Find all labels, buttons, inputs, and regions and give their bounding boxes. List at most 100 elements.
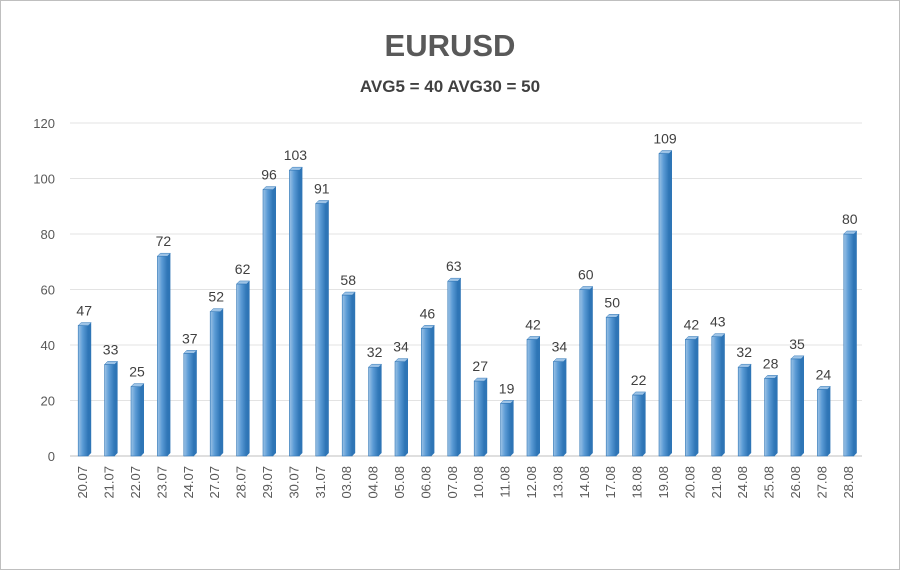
y-tick-label: 40 bbox=[41, 338, 55, 353]
x-tick-label: 12.08 bbox=[524, 466, 539, 499]
bar-side bbox=[114, 361, 118, 456]
x-tick-label: 26.08 bbox=[788, 466, 803, 499]
x-tick-label: 14.08 bbox=[577, 466, 592, 499]
chart-subtitle: AVG5 = 40 AVG30 = 50 bbox=[359, 77, 541, 96]
data-label: 46 bbox=[420, 305, 436, 321]
bar bbox=[817, 389, 828, 457]
bar-side bbox=[141, 383, 144, 456]
bar bbox=[500, 402, 511, 457]
bar bbox=[130, 386, 142, 457]
x-tick-label: 27.07 bbox=[207, 466, 222, 499]
data-label: 24 bbox=[816, 366, 832, 382]
x-tick-label: 28.07 bbox=[234, 466, 249, 499]
x-tick-label: 05.08 bbox=[392, 466, 407, 499]
data-label: 63 bbox=[446, 258, 462, 274]
bar-side bbox=[246, 280, 250, 456]
bar-side bbox=[589, 286, 593, 456]
bar bbox=[315, 203, 327, 457]
x-tick-label: 25.08 bbox=[762, 466, 777, 499]
bar-side bbox=[484, 378, 488, 456]
y-tick-label: 0 bbox=[48, 449, 55, 464]
bar-side bbox=[193, 350, 197, 456]
bar-side bbox=[669, 150, 672, 456]
bar-side bbox=[616, 314, 620, 456]
y-tick-label: 100 bbox=[33, 172, 55, 187]
bar bbox=[421, 328, 432, 457]
bar-side bbox=[167, 253, 171, 456]
bar bbox=[368, 366, 379, 457]
bar bbox=[289, 169, 300, 457]
bar-side bbox=[457, 278, 461, 456]
data-label: 34 bbox=[552, 339, 568, 355]
bar bbox=[632, 394, 643, 457]
data-label: 42 bbox=[684, 316, 700, 332]
bar bbox=[183, 353, 195, 457]
bar bbox=[553, 361, 564, 457]
x-tick-label: 19.08 bbox=[656, 466, 671, 499]
x-tick-label: 20.07 bbox=[75, 466, 90, 499]
bar-side bbox=[220, 308, 224, 456]
bar bbox=[473, 380, 485, 457]
bar bbox=[157, 255, 168, 457]
bar bbox=[341, 294, 353, 457]
bar-side bbox=[774, 375, 778, 456]
bar bbox=[658, 153, 670, 457]
data-label: 35 bbox=[789, 336, 805, 352]
x-tick-label: 30.07 bbox=[286, 466, 301, 499]
bar-side bbox=[801, 355, 804, 456]
x-tick-label: 21.08 bbox=[709, 466, 724, 499]
x-tick-label: 23.07 bbox=[154, 466, 169, 499]
x-tick-label: 06.08 bbox=[418, 466, 433, 499]
bar-side bbox=[352, 292, 356, 456]
data-label: 34 bbox=[393, 339, 409, 355]
bar-side bbox=[748, 364, 752, 456]
bar-side bbox=[721, 333, 725, 456]
bar-side bbox=[378, 364, 382, 456]
data-label: 42 bbox=[525, 316, 541, 332]
data-label: 19 bbox=[499, 380, 515, 396]
data-label: 109 bbox=[653, 131, 677, 147]
y-tick-label: 60 bbox=[41, 283, 55, 298]
data-label: 50 bbox=[604, 294, 620, 310]
bar-side bbox=[405, 358, 408, 456]
bar bbox=[236, 283, 247, 457]
data-label: 60 bbox=[578, 267, 594, 283]
x-tick-label: 17.08 bbox=[603, 466, 618, 499]
bar bbox=[790, 358, 802, 457]
bar bbox=[605, 316, 617, 457]
bar bbox=[764, 377, 775, 457]
data-label: 62 bbox=[235, 261, 251, 277]
data-label: 33 bbox=[103, 341, 119, 357]
bar-side bbox=[537, 336, 540, 456]
bar-side bbox=[299, 167, 303, 457]
data-label: 25 bbox=[129, 364, 145, 380]
x-tick-label: 29.07 bbox=[260, 466, 275, 499]
x-tick-label: 11.08 bbox=[498, 466, 513, 498]
bar bbox=[77, 325, 89, 457]
y-tick-label: 120 bbox=[33, 116, 55, 131]
data-label: 80 bbox=[842, 211, 858, 227]
data-label: 27 bbox=[472, 358, 488, 374]
chart-title: EURUSD bbox=[384, 28, 516, 63]
data-label: 47 bbox=[76, 303, 92, 319]
bar-side bbox=[853, 231, 857, 456]
x-tick-label: 31.07 bbox=[313, 466, 328, 499]
data-label: 52 bbox=[208, 289, 224, 305]
data-label: 96 bbox=[261, 167, 277, 183]
x-tick-label: 13.08 bbox=[550, 466, 565, 499]
data-label: 32 bbox=[367, 344, 383, 360]
bar-side bbox=[642, 391, 646, 456]
x-tick-label: 27.08 bbox=[814, 466, 829, 499]
data-label: 91 bbox=[314, 180, 330, 196]
data-label: 22 bbox=[631, 372, 647, 388]
data-label: 37 bbox=[182, 330, 198, 346]
x-tick-label: 22.07 bbox=[128, 466, 143, 499]
data-label: 32 bbox=[736, 344, 752, 360]
bar-side bbox=[563, 358, 567, 456]
data-label: 58 bbox=[340, 272, 356, 288]
x-tick-label: 28.08 bbox=[841, 466, 856, 499]
bar bbox=[447, 280, 459, 457]
bar bbox=[711, 336, 723, 457]
bar bbox=[737, 366, 749, 457]
bar bbox=[209, 311, 221, 457]
